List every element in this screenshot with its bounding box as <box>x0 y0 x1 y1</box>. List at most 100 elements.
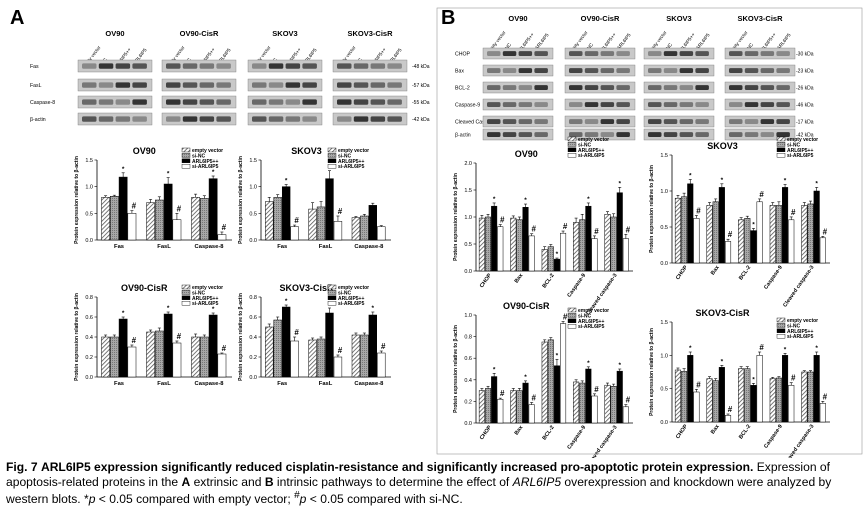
y-tick-label: 0.0 <box>660 261 668 267</box>
bar <box>616 370 623 424</box>
legend-swatch <box>327 290 337 295</box>
significance-mark: # <box>294 216 299 225</box>
bar <box>604 384 611 424</box>
blot-band <box>370 116 386 122</box>
x-tick-label: Fas <box>277 381 287 387</box>
legend-label: empty vector <box>787 137 818 143</box>
blot-band <box>216 63 231 69</box>
bar <box>273 197 282 241</box>
y-tick-label: 1.0 <box>660 353 668 359</box>
significance-mark: * <box>689 345 692 352</box>
caption-panel-a: A <box>181 474 191 489</box>
bar <box>807 203 814 264</box>
blot-row-label: BCL-2 <box>455 86 470 92</box>
blot-strip <box>77 78 153 92</box>
blot-band <box>679 102 694 108</box>
blot-band <box>776 68 790 74</box>
blot-band <box>600 119 615 125</box>
legend-label: empty vector <box>787 318 818 324</box>
chart-b1: OV90 0.0 0.5 1.0 1.5 2.0 Protein expression re… <box>453 136 633 316</box>
bar <box>560 323 567 424</box>
blot-group-label: SKOV3 <box>272 29 297 38</box>
legend-swatch <box>567 313 577 318</box>
bar <box>756 355 763 423</box>
blot-band <box>760 85 775 91</box>
significance-mark: # <box>500 389 505 398</box>
blot-strip <box>332 112 408 126</box>
y-tick-label: 0.4 <box>249 335 257 341</box>
blot-band <box>679 85 694 91</box>
blot-band <box>199 63 215 69</box>
blot-strip <box>564 98 636 111</box>
bar <box>769 205 776 264</box>
x-tick-label: BCL-2 <box>738 265 752 282</box>
bar <box>718 367 725 423</box>
y-tick-label: 1.5 <box>660 153 668 159</box>
y-tick-label: 0.5 <box>85 211 93 217</box>
legend-swatch <box>567 136 577 142</box>
x-tick-label: CHOP <box>479 272 493 289</box>
legend-label: empty vector <box>578 137 609 143</box>
blot-strip <box>247 59 323 73</box>
blot-band <box>82 99 97 105</box>
blot-group-label: SKOV3-CisR <box>347 29 393 38</box>
blot-band <box>487 119 501 125</box>
bar <box>693 391 700 423</box>
bar <box>610 216 617 272</box>
bar <box>377 226 386 241</box>
blot-strip <box>724 115 796 128</box>
blot-band <box>760 102 775 108</box>
bar <box>693 218 700 264</box>
significance-mark: * <box>618 362 621 369</box>
chart-a1: OV90 0.0 0.5 1.0 1.5 Protein expression relat… <box>74 146 232 250</box>
blot-strip <box>482 47 554 60</box>
blot-band <box>268 99 284 105</box>
blot-band <box>302 63 317 69</box>
bar <box>744 218 751 264</box>
blot-band <box>729 102 743 108</box>
blot-band <box>518 85 533 91</box>
legend-label: empty vector <box>578 308 609 314</box>
bar <box>308 208 317 241</box>
blot-band <box>182 99 198 105</box>
bar <box>528 404 535 424</box>
blot-strip <box>643 98 715 111</box>
blot-strip <box>564 47 636 60</box>
blot-band <box>729 51 743 57</box>
chart-title: SKOV3 <box>707 141 738 151</box>
x-tick-label: Caspase-9 <box>763 265 784 291</box>
significance-mark: # <box>177 332 182 341</box>
legend-label: si-NC <box>338 153 351 159</box>
bar <box>368 314 377 378</box>
blot-kda-label: -42 kDa <box>412 117 430 123</box>
significance-mark: # <box>759 343 764 352</box>
caption-hash: # <box>294 490 300 502</box>
significance-mark: * <box>285 178 288 185</box>
chart-title: OV90-CisR <box>503 301 550 311</box>
legend-swatch <box>327 284 337 290</box>
y-tick-label: 0.5 <box>660 387 668 393</box>
caption-text-6: < 0.05 compared with si-NC. <box>306 492 463 507</box>
blot-row-label: CHOP <box>455 52 471 58</box>
blot-band <box>518 132 533 138</box>
legend-label: si-ARL6IP5 <box>192 301 219 307</box>
legend-label: si-ARL6IP5 <box>787 153 814 159</box>
blot-group-label: OV90-CisR <box>180 29 219 38</box>
y-tick-label: 0.0 <box>660 420 668 426</box>
blot-band <box>648 51 662 57</box>
bar <box>674 369 681 423</box>
blot-band <box>285 116 301 122</box>
bar <box>101 197 110 241</box>
legend-label: ARL6IP5++ <box>578 148 604 154</box>
chart-title: SKOV3-CisR <box>279 283 334 293</box>
x-tick-label: FasL <box>319 244 333 250</box>
chart-title: SKOV3 <box>291 146 322 156</box>
bar <box>553 258 560 272</box>
blot-band <box>679 68 694 74</box>
blot-band <box>663 102 678 108</box>
blot-kda-label: -55 kDa <box>412 100 430 106</box>
legend-swatch <box>567 307 577 313</box>
blot-band <box>182 63 198 69</box>
x-tick-label: Caspase-9 <box>763 424 784 450</box>
legend-label: si-NC <box>578 313 591 319</box>
